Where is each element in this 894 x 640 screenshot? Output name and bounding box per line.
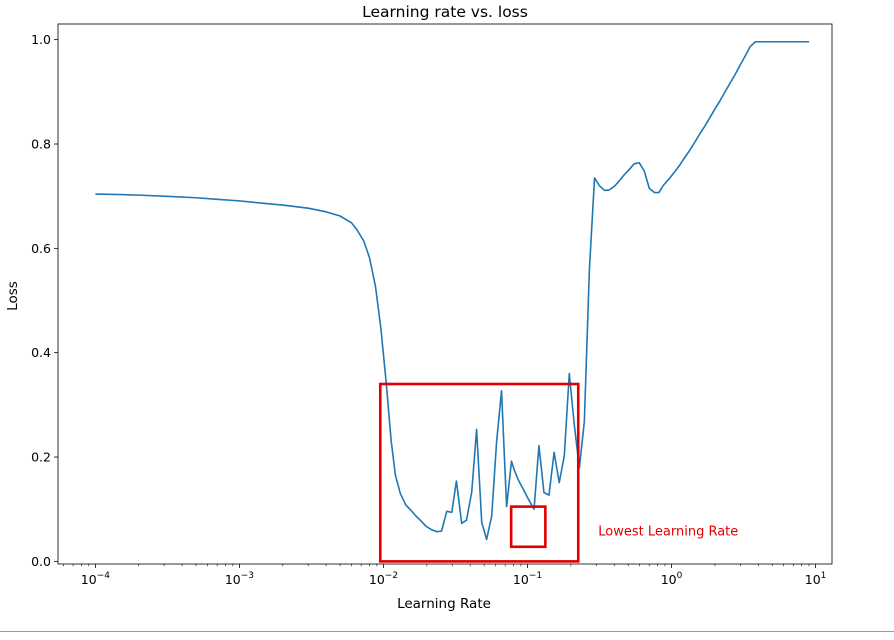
lowest-lr-annotation: Lowest Learning Rate [598, 524, 738, 539]
window-bottom-border [0, 631, 894, 632]
loss-series-line [95, 40, 809, 541]
lowest-lr-box [509, 505, 547, 549]
x-tick-label: 10−3 [225, 571, 254, 587]
plot-area: Lowest Learning Rate [95, 40, 809, 563]
x-tick-label: 10−1 [513, 571, 542, 587]
chart-title: Learning rate vs. loss [362, 3, 528, 21]
y-tick-label: 0.4 [31, 345, 51, 360]
region-highlight-box [378, 382, 580, 563]
axes-frame [57, 23, 833, 565]
x-tick-label: 10−2 [369, 571, 398, 587]
y-tick-label: 0.6 [31, 241, 51, 256]
axes: 10−4 10−3 10−2 10−1 100 101 0.0 0.2 0.4 0.6 0.8 1.0 [31, 23, 833, 587]
x-tick-label: 101 [805, 571, 827, 587]
x-axis-label: Learning Rate [397, 596, 491, 612]
y-tick-label: 0.2 [31, 450, 51, 465]
x-tick-label: 10−4 [81, 571, 110, 587]
y-tick-label: 0.8 [31, 137, 51, 152]
y-tick-label: 0.0 [31, 554, 51, 569]
y-axis-label: Loss [5, 281, 21, 311]
y-tick-label: 1.0 [31, 32, 51, 47]
x-tick-label: 100 [661, 571, 683, 587]
